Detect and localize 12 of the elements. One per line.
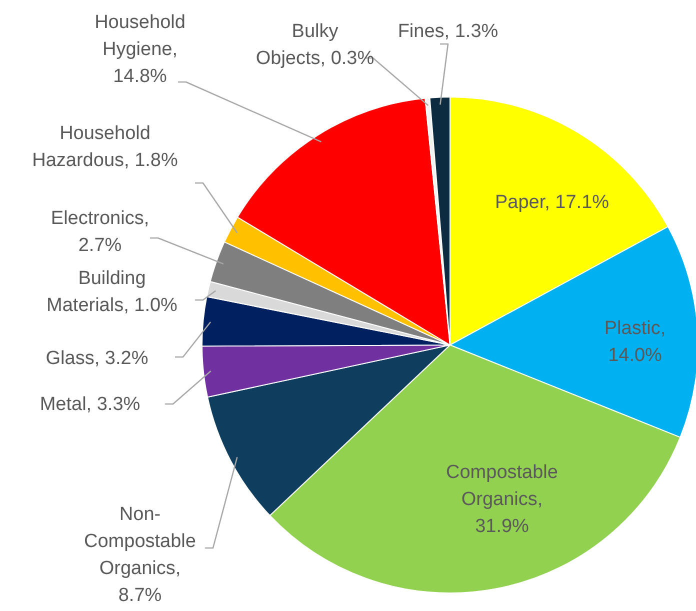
slice-label: Household Hygiene, 14.8%: [94, 12, 186, 87]
slice-label: Non-Compostable Organics, 8.7%: [84, 504, 196, 606]
slice-label: Fines, 1.3%: [398, 21, 498, 42]
slice-label: Household Hazardous, 1.8%: [32, 123, 178, 171]
slice-label: Metal, 3.3%: [40, 394, 140, 415]
slice-label: Bulky Objects, 0.3%: [256, 21, 374, 69]
slice-label: Building Materials, 1.0%: [46, 268, 178, 316]
slice-label: Glass, 3.2%: [46, 348, 148, 369]
slice-label: Paper, 17.1%: [494, 192, 610, 213]
slice-label: Plastic, 14.0%: [604, 318, 666, 366]
slice-label: Electronics, 2.7%: [50, 208, 150, 256]
slice-label: Compostable Organics, 31.9%: [446, 462, 558, 537]
